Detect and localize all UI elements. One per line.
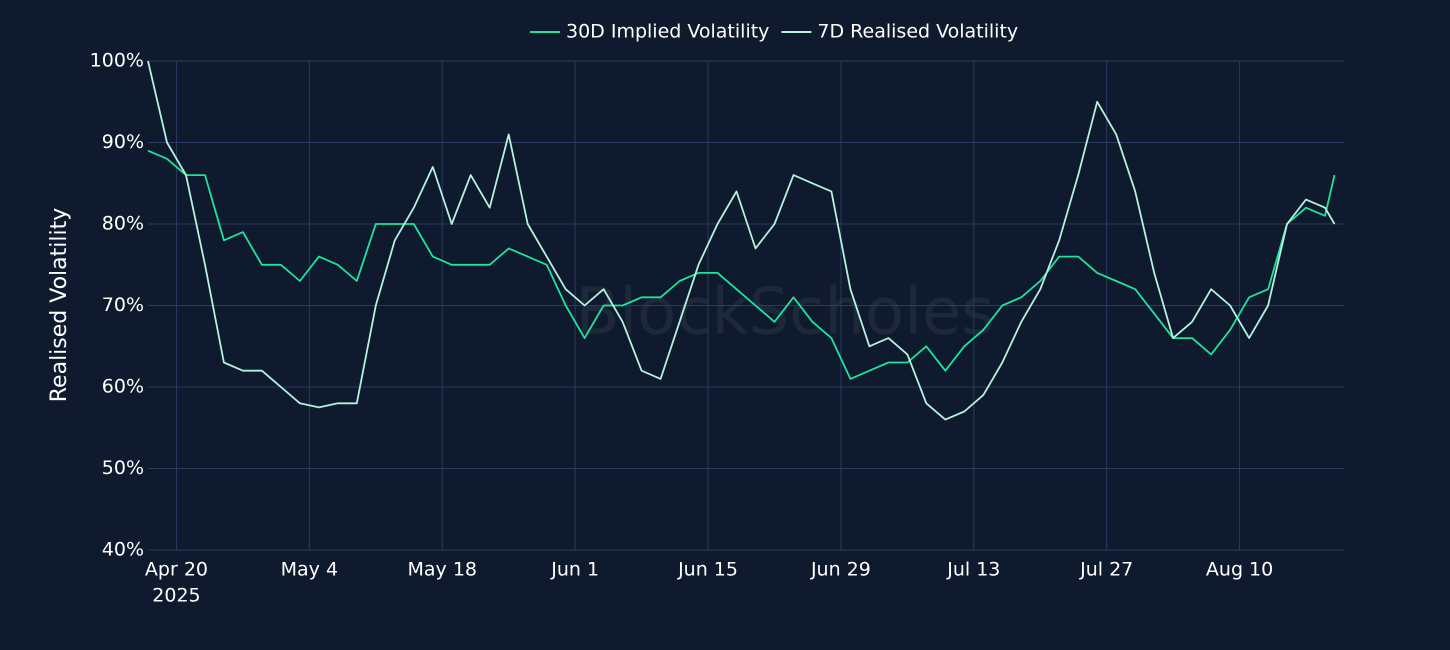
y-axis-label: Realised Volatility (47, 208, 72, 403)
x-tick-label: May 18 (408, 559, 478, 581)
y-tick-label: 100% (90, 50, 144, 72)
x-tick-label: Jun 29 (810, 559, 871, 581)
y-tick-label: 80% (102, 213, 144, 235)
x-tick-year: 2025 (152, 585, 200, 607)
y-tick-label: 40% (102, 539, 144, 561)
x-tick-label: May 4 (281, 559, 338, 581)
x-tick-label: Aug 10 (1206, 559, 1273, 581)
x-tick-label: Jul 27 (1079, 559, 1133, 581)
x-tick-label: Apr 20 (145, 559, 208, 581)
x-tick-label: Jul 13 (946, 559, 1000, 581)
x-tick-label: Jun 15 (677, 559, 738, 581)
series-line (147, 60, 1336, 421)
y-tick-label: 60% (102, 376, 144, 398)
series-line (147, 149, 1336, 380)
y-tick-label: 70% (102, 294, 144, 316)
legend-label: 30D Implied Volatility (566, 21, 769, 43)
x-tick-label: Jun 1 (550, 559, 599, 581)
legend-label: 7D Realised Volatility (817, 21, 1018, 43)
legend: 30D Implied Volatility 7D Realised Volati… (530, 21, 1018, 43)
watermark: BlockScholes (575, 276, 994, 350)
y-tick-label: 90% (102, 131, 144, 153)
y-tick-label: 50% (102, 457, 144, 479)
